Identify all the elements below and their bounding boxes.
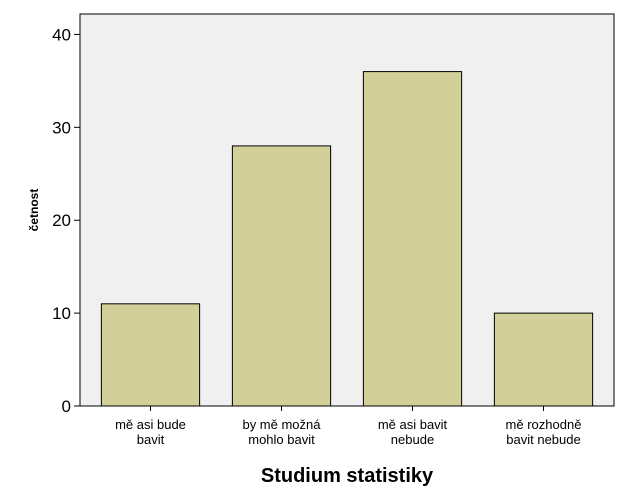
x-tick-label-line: mohlo bavit (248, 432, 315, 447)
y-axis: 0 10 20 30 40 (52, 14, 81, 416)
x-tick-label-line: bavit (137, 432, 165, 447)
y-tick-label: 0 (62, 397, 71, 416)
x-tick-label-line: mě asi bavit (378, 417, 448, 432)
bar (100, 303, 201, 407)
x-tick-label-line: nebude (391, 432, 434, 447)
x-axis: mě asi bude bavit by mě možná mohlo bavit mě… (80, 405, 614, 447)
x-tick-label-line: bavit nebude (506, 432, 580, 447)
y-tick-label: 40 (52, 25, 71, 44)
bar (231, 145, 332, 407)
bar (362, 71, 463, 407)
x-tick-label: mě rozhodně bavit nebude (506, 417, 582, 447)
x-tick-label-line: by mě možná (242, 417, 321, 432)
y-tick-label: 30 (52, 118, 71, 137)
x-tick-label: by mě možná mohlo bavit (242, 417, 321, 447)
x-tick-label-line: mě rozhodně (506, 417, 582, 432)
x-tick-label: mě asi bude bavit (115, 417, 186, 447)
x-axis-title: Studium statistiky (261, 465, 434, 487)
bar (493, 312, 594, 407)
x-tick-label: mě asi bavit nebude (378, 417, 448, 447)
y-axis-title: četnost (27, 189, 41, 232)
x-tick-label-line: mě asi bude (115, 417, 186, 432)
bars-group (100, 71, 594, 407)
y-tick-label: 20 (52, 211, 71, 230)
y-tick-label: 10 (52, 304, 71, 323)
